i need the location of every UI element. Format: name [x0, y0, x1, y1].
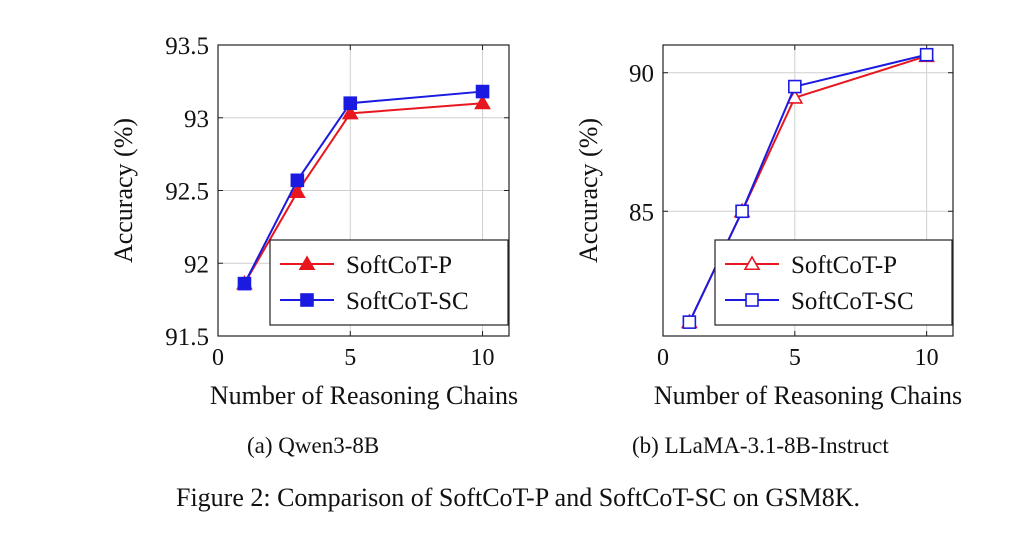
legend-label-softcot-sc: SoftCoT-SC: [791, 288, 914, 315]
legend-box: [714, 239, 953, 326]
data-point-softcot-p: [474, 94, 491, 110]
series-line-softcot-sc: [243, 90, 483, 285]
y-tick-label: 90: [629, 61, 654, 88]
data-point-softcot-sc: [343, 96, 358, 110]
series-line-softcot-p: [243, 102, 483, 285]
plot-frame: [217, 44, 510, 337]
x-tick-label: 0: [212, 345, 224, 371]
y-tick-label: 85: [629, 199, 654, 226]
data-point-softcot-sc: [735, 204, 749, 219]
y-tick-label: 92: [184, 251, 209, 278]
chart-panel-a: 0 5 10 91.5 92 92.5 93 93.5 SoftCoT-P SoftCoT-SC N…: [109, 33, 518, 410]
x-axis-label: Number of Reasoning Chains: [654, 381, 962, 410]
y-tick-label: 93: [184, 106, 209, 133]
y-axis-label: Accuracy (%): [574, 118, 603, 263]
data-point-softcot-sc: [475, 84, 490, 99]
x-tick-label: 0: [657, 345, 669, 371]
data-point-softcot-sc: [788, 79, 802, 94]
subcaption-a: (a) Qwen3-8B: [247, 433, 380, 458]
legend-label-softcot-p: SoftCoT-P: [791, 252, 897, 279]
legend-marker-softcot-p: [298, 255, 316, 271]
x-tick-label: 5: [344, 345, 356, 371]
data-point-softcot-sc: [682, 315, 697, 329]
x-tick-label: 10: [915, 345, 939, 371]
y-tick-label: 93.5: [165, 33, 209, 60]
legend: SoftCoT-P SoftCoT-SC: [714, 239, 953, 326]
subcaption-b: (b) LLaMA-3.1-8B-Instruct: [632, 433, 889, 458]
legend-label-softcot-p: SoftCoT-P: [346, 252, 452, 279]
legend: SoftCoT-P SoftCoT-SC: [269, 239, 509, 326]
legend-marker-softcot-sc: [745, 293, 759, 307]
data-point-softcot-sc: [290, 173, 305, 188]
legend-box: [269, 239, 509, 326]
chart-panel-b: 0 5 10 85 90 SoftCoT-P SoftCoT-SC Number of Rea…: [574, 44, 962, 410]
legend-marker-softcot-p: [743, 255, 761, 271]
x-tick-label: 5: [789, 345, 801, 371]
legend-label-softcot-sc: SoftCoT-SC: [346, 288, 469, 315]
data-point-softcot-p: [341, 104, 359, 120]
data-point-softcot-p: [288, 183, 306, 199]
y-axis-label: Accuracy (%): [109, 118, 138, 263]
x-tick-label: 10: [471, 345, 495, 371]
y-tick-label: 92.5: [165, 179, 209, 206]
figure-caption: Figure 2: Comparison of SoftCoT-P and So…: [175, 483, 860, 512]
data-point-softcot-sc: [237, 276, 252, 291]
data-point-softcot-sc: [919, 47, 934, 62]
plot-frame: [662, 44, 954, 337]
x-axis-label: Number of Reasoning Chains: [210, 381, 518, 410]
legend-marker-softcot-sc: [300, 293, 314, 307]
y-tick-label: 91.5: [165, 324, 209, 351]
